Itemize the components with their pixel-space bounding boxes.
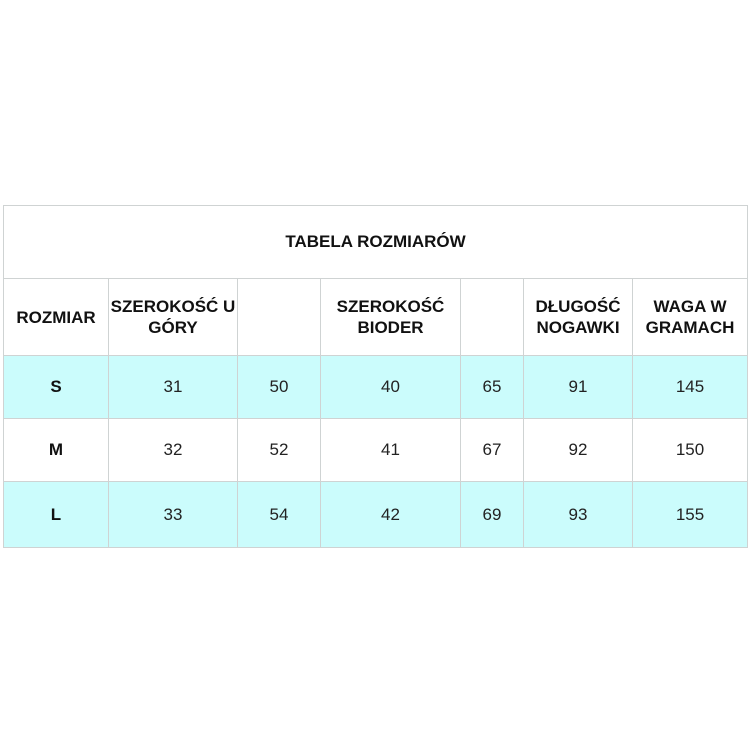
header-size: ROZMIAR [3,278,109,356]
cell: 69 [460,481,524,548]
cell: 67 [460,418,524,482]
cell: 31 [108,355,238,419]
size-cell: L [3,481,109,548]
table-title: TABELA ROZMIARÓW [2,205,749,279]
cell: 150 [631,418,749,482]
size-table: TABELA ROZMIARÓW ROZMIAR SZEROKOŚĆ U GÓR… [2,205,749,548]
cell: 155 [631,481,749,548]
cell: 52 [237,418,321,482]
table-row: S 31 50 40 65 91 145 [3,355,749,419]
size-cell: S [3,355,109,419]
header-top-width: SZEROKOŚĆ U GÓRY [108,278,238,356]
size-cell: M [3,418,109,482]
cell: 54 [237,481,321,548]
cell: 33 [108,481,238,548]
title-row: TABELA ROZMIARÓW [2,205,749,279]
cell: 40 [320,355,461,419]
cell: 93 [523,481,633,548]
header-row: ROZMIAR SZEROKOŚĆ U GÓRY SZEROKOŚĆ BIODE… [3,278,749,356]
cell: 92 [523,418,633,482]
header-blank-2 [460,278,524,356]
cell: 50 [237,355,321,419]
cell: 32 [108,418,238,482]
header-leg-length: DŁUGOŚĆ NOGAWKI [523,278,633,356]
cell: 145 [631,355,749,419]
table-row: L 33 54 42 69 93 155 [3,481,749,548]
cell: 42 [320,481,461,548]
cell: 91 [523,355,633,419]
cell: 65 [460,355,524,419]
header-blank-1 [237,278,321,356]
header-weight: WAGA W GRAMACH [631,278,749,356]
cell: 41 [320,418,461,482]
header-hip-width: SZEROKOŚĆ BIODER [320,278,461,356]
table-row: M 32 52 41 67 92 150 [3,418,749,482]
